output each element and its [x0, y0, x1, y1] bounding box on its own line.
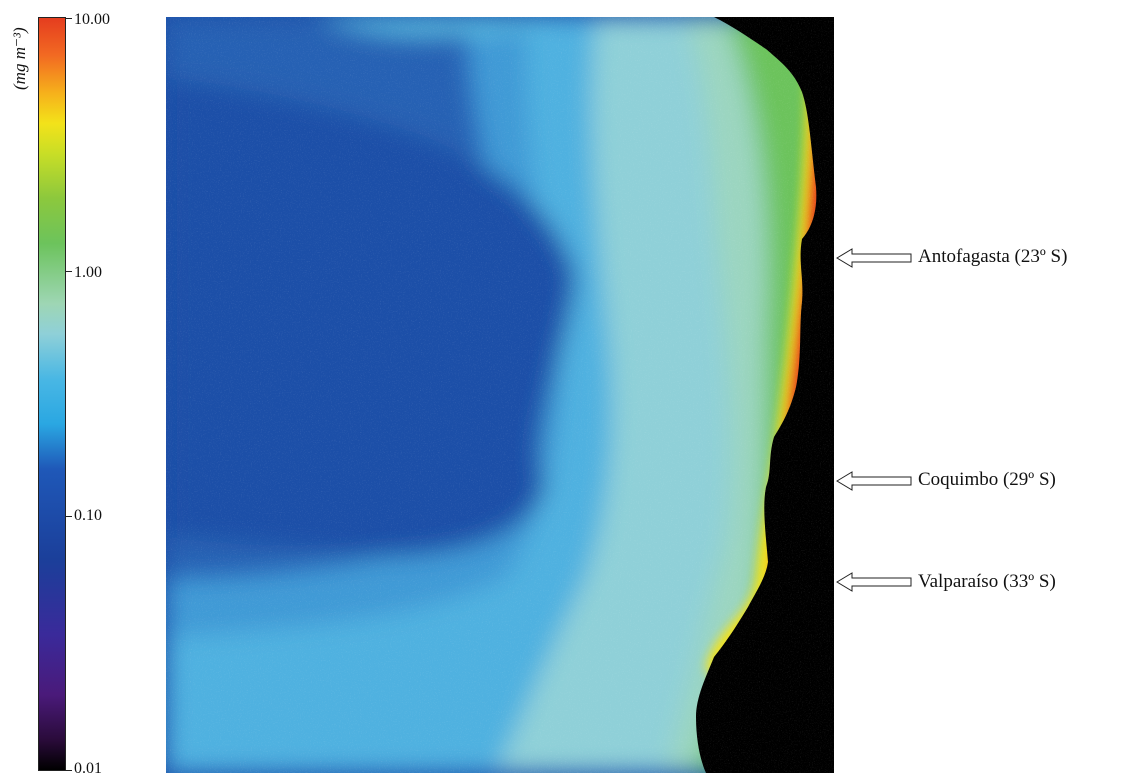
colorbar-tick-label: 10.00 [74, 11, 110, 28]
image-grain [166, 17, 834, 773]
colorbar-tick [66, 770, 72, 771]
valparaiso-arrow-icon [836, 572, 912, 592]
coquimbo-arrow-icon [836, 471, 912, 491]
colorbar-tick [66, 18, 72, 19]
colorbar-tick [66, 271, 72, 272]
colorbar-tick-label: 1.00 [74, 264, 102, 281]
location-label-coquimbo: Coquimbo (29º S) [918, 469, 1056, 490]
colorbar-tick-label: 0.10 [74, 507, 102, 524]
antofagasta-arrow-icon [836, 248, 912, 268]
colorbar-tick-label: 0.01 [74, 760, 102, 777]
colorbar-tick [66, 516, 72, 517]
location-label-antofagasta: Antofagasta (23º S) [918, 246, 1068, 267]
chlorophyll-colorbar [38, 17, 66, 771]
chlorophyll-satellite-map [166, 17, 834, 773]
location-label-valparaiso: Valparaíso (33º S) [918, 571, 1056, 592]
colorbar-unit-label: (mg m⁻³) [10, 27, 29, 90]
